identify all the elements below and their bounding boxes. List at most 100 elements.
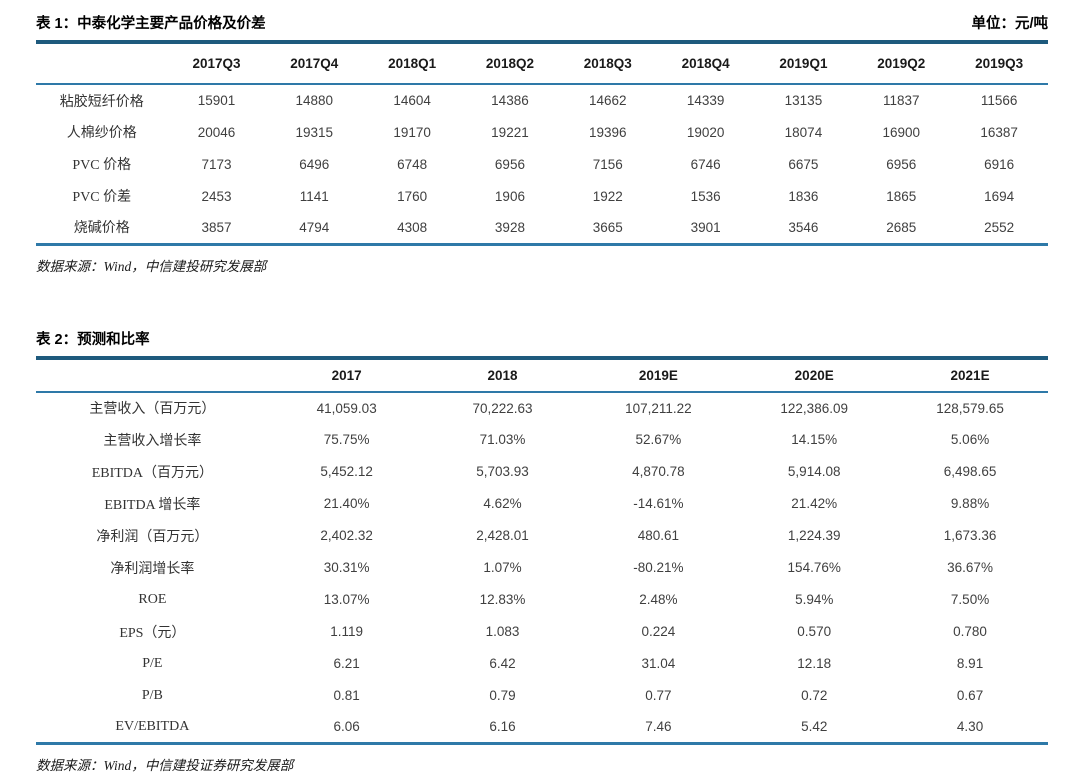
value-cell: 19020 xyxy=(686,124,725,140)
value-cell: 0.72 xyxy=(801,688,828,703)
column-header: 2017Q4 xyxy=(265,42,364,85)
column-header: 2019Q3 xyxy=(950,42,1048,85)
column-header: 2017Q3 xyxy=(167,42,266,85)
table-row: 粘胶短纤价格 15901 14880 14604 14386 14662 14339 1313… xyxy=(36,84,1048,116)
value-cell: 14386 xyxy=(491,93,529,108)
table-row: 人棉纱价格 20046 19315 19170 19221 19396 19020 18074… xyxy=(36,116,1048,148)
value-cell: 16900 xyxy=(882,124,921,140)
value-cell: 7.46 xyxy=(645,719,672,735)
value-cell: 4.30 xyxy=(956,719,984,735)
table-row: PVC 价差 2453 1141 1760 1906 1922 1536 1836 1865 16… xyxy=(36,180,1048,212)
value-cell: 6,498.65 xyxy=(943,464,997,479)
value-cell: 2,402.32 xyxy=(320,528,373,543)
row-label: ROE xyxy=(138,591,167,607)
column-header: 2018 xyxy=(424,357,581,393)
table1-source: 数据来源：Wind，中信建投研究发展部 xyxy=(36,258,267,274)
column-header: 2018Q1 xyxy=(363,42,462,85)
table2-title: 表 2：预测和比率 xyxy=(36,331,150,348)
value-cell: 0.570 xyxy=(797,624,832,639)
product-price-table-section: 表 1：中泰化学主要产品价格及价差 单位：元/吨 2017Q3 2017Q4 201… xyxy=(36,12,1048,275)
header-row: 2017Q3 2017Q4 2018Q1 2018Q2 2018Q3 2018Q4 2019… xyxy=(36,42,1048,85)
value-cell: -80.21% xyxy=(633,560,684,575)
value-cell: 5.94% xyxy=(795,592,834,607)
value-cell: 21.42% xyxy=(791,496,838,511)
product-price-table: 2017Q3 2017Q4 2018Q1 2018Q2 2018Q3 2018Q4 2019… xyxy=(36,40,1048,246)
value-cell: 2453 xyxy=(201,188,232,204)
forecast-ratio-table: 2017 2018 2019E 2020E 2021E 主营收入（百万元） 41,059.0… xyxy=(36,355,1048,745)
value-cell: 14.15% xyxy=(791,432,838,447)
value-cell: 6746 xyxy=(690,156,721,172)
value-cell: 480.61 xyxy=(637,528,679,543)
value-cell: 71.03% xyxy=(479,432,526,447)
column-header: 2018Q2 xyxy=(461,42,559,85)
column-header: 2018Q3 xyxy=(558,42,657,85)
value-cell: 1536 xyxy=(690,188,721,204)
value-cell: 11837 xyxy=(882,93,920,108)
value-cell: 19170 xyxy=(393,124,431,140)
value-cell: 5,452.12 xyxy=(320,464,373,479)
value-cell: 2,428.01 xyxy=(476,528,529,543)
row-label: 净利润增长率 xyxy=(110,561,195,577)
table-row: 净利润（百万元） 2,402.32 2,428.01 480.61 1,224.39 1,… xyxy=(36,520,1048,552)
table1-unit-label: 单位：元/吨 xyxy=(971,16,1048,32)
row-label: P/E xyxy=(142,655,163,671)
value-cell: 1.119 xyxy=(330,624,364,639)
value-cell: 75.75% xyxy=(323,432,370,447)
table-row: EPS（元） 1.119 1.083 0.224 0.570 0.780 xyxy=(36,616,1048,648)
value-cell: 3546 xyxy=(788,219,819,235)
value-cell: 41,059.03 xyxy=(316,400,377,416)
value-cell: 7173 xyxy=(201,156,232,172)
table-row: EV/EBITDA 6.06 6.16 7.46 5.42 4.30 xyxy=(36,712,1048,744)
row-label: PVC 价格 xyxy=(72,158,132,173)
value-cell: 14339 xyxy=(686,93,725,108)
row-label: PVC 价差 xyxy=(72,190,132,205)
value-cell: 1836 xyxy=(788,188,819,204)
value-cell: 4794 xyxy=(299,219,330,235)
value-cell: 18074 xyxy=(784,124,823,140)
value-cell: 52.67% xyxy=(635,432,682,447)
value-cell: 14662 xyxy=(589,93,627,108)
value-cell: 20046 xyxy=(197,124,236,140)
value-cell: 3665 xyxy=(592,219,623,235)
value-cell: 1.083 xyxy=(485,624,520,639)
value-cell: 5.06% xyxy=(950,432,990,447)
value-cell: 5,914.08 xyxy=(787,464,841,479)
value-cell: 31.04 xyxy=(641,656,676,671)
value-cell: 6.21 xyxy=(333,656,360,671)
value-cell: 0.77 xyxy=(645,688,672,703)
value-cell: 4308 xyxy=(397,219,428,235)
row-label: 主营收入（百万元） xyxy=(89,402,216,417)
value-cell: 128,579.65 xyxy=(936,400,1004,416)
value-cell: 0.780 xyxy=(953,624,987,639)
value-cell: 6.16 xyxy=(489,719,516,735)
value-cell: 19315 xyxy=(295,124,334,140)
value-cell: 7.50% xyxy=(950,592,990,607)
row-label: EBITDA 增长率 xyxy=(104,497,201,513)
row-label: P/B xyxy=(141,687,163,703)
value-cell: 4.62% xyxy=(483,496,522,511)
value-cell: 6916 xyxy=(984,156,1015,172)
row-label: 主营收入增长率 xyxy=(103,433,202,449)
table-row: 烧碱价格 3857 4794 4308 3928 3665 3901 3546 2685 2552 xyxy=(36,212,1048,244)
table2-title-row: 表 2：预测和比率 xyxy=(36,328,1048,349)
row-label: EPS（元） xyxy=(119,625,186,641)
table-row: P/B 0.81 0.79 0.77 0.72 0.67 xyxy=(36,680,1048,712)
value-cell: 6956 xyxy=(886,156,917,172)
value-cell: 1865 xyxy=(886,188,917,204)
value-cell: 16387 xyxy=(980,124,1018,140)
value-cell: 19396 xyxy=(589,124,627,140)
table-row: ROE 13.07% 12.83% 2.48% 5.94% 7.50% xyxy=(36,584,1048,616)
value-cell: 1922 xyxy=(592,188,623,204)
column-header: 2017 xyxy=(268,357,425,393)
value-cell: 1906 xyxy=(494,188,525,204)
table-row: 净利润增长率 30.31% 1.07% -80.21% 154.76% 36.67% xyxy=(36,552,1048,584)
value-cell: 19221 xyxy=(491,124,529,140)
value-cell: 8.91 xyxy=(956,656,984,671)
table-row: 主营收入（百万元） 41,059.03 70,222.63 107,211.22 122… xyxy=(36,392,1048,424)
value-cell: 0.67 xyxy=(956,688,984,703)
header-row: 2017 2018 2019E 2020E 2021E xyxy=(36,357,1048,393)
value-cell: 122,386.09 xyxy=(780,400,848,416)
value-cell: 1.07% xyxy=(483,560,522,575)
value-cell: 21.40% xyxy=(323,496,370,511)
table-row: EBITDA（百万元） 5,452.12 5,703.93 4,870.78 5,914… xyxy=(36,456,1048,488)
